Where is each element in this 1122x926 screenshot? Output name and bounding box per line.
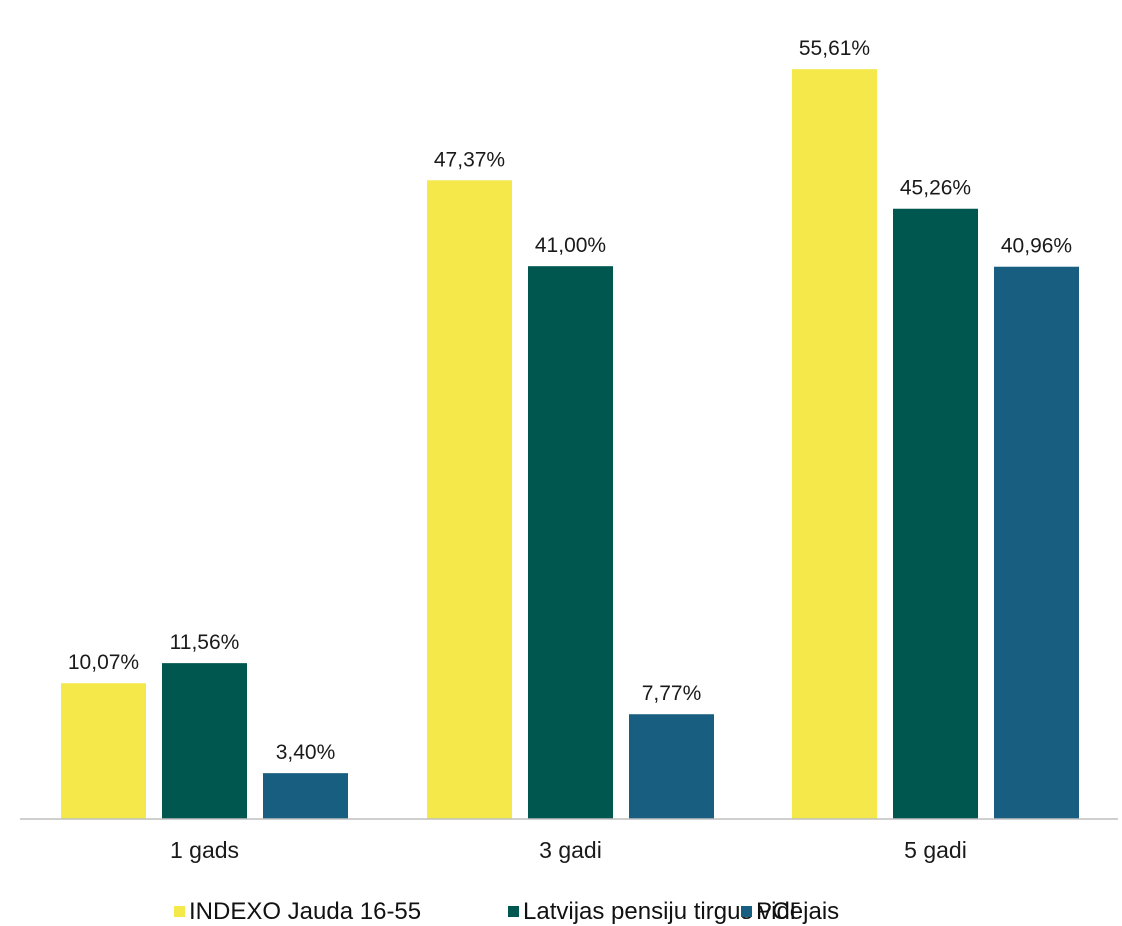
data-label: 45,26% [900, 177, 971, 200]
data-label: 47,37% [434, 148, 505, 171]
x-tick-label: 1 gads [170, 837, 239, 863]
bar [629, 714, 714, 819]
legend-swatch [741, 906, 752, 917]
legend-item: Latvijas pensiju tirgus vidējais [508, 898, 839, 925]
bar [61, 683, 146, 819]
legend: INDEXO Jauda 16-55 Latvijas pensiju tirgu… [174, 898, 839, 925]
legend-label: INDEXO Jauda 16-55 [189, 898, 421, 925]
x-tick-labels-group: 1 gads 3 gadi 5 gadi [170, 837, 967, 863]
bar [162, 663, 247, 819]
bar [893, 208, 978, 820]
legend-item: INDEXO Jauda 16-55 [174, 898, 421, 925]
x-tick-label: 5 gadi [904, 837, 967, 863]
data-label: 41,00% [535, 234, 606, 257]
x-tick-label: 3 gadi [539, 837, 602, 863]
data-label: 10,07% [68, 651, 139, 674]
data-label: 55,61% [799, 37, 870, 60]
legend-label: Latvijas pensiju tirgus vidējais [523, 898, 839, 925]
bar [994, 266, 1079, 819]
data-label: 3,40% [276, 741, 336, 764]
bar [263, 773, 348, 819]
data-label: 7,77% [642, 682, 702, 705]
value-labels-group: 10,07% 11,56% 3,40% 47,37% 41,00% 7,77% 55,61%… [68, 37, 1072, 764]
legend-swatch [508, 906, 519, 917]
data-label: 11,56% [170, 631, 240, 654]
bar [528, 266, 613, 819]
legend-label: PCI [756, 898, 796, 925]
legend-swatch [174, 906, 185, 917]
bar [792, 69, 877, 819]
bar [427, 180, 512, 819]
bars-group [61, 69, 1079, 820]
legend-item: PCI [741, 898, 796, 925]
data-label: 40,96% [1001, 235, 1072, 258]
